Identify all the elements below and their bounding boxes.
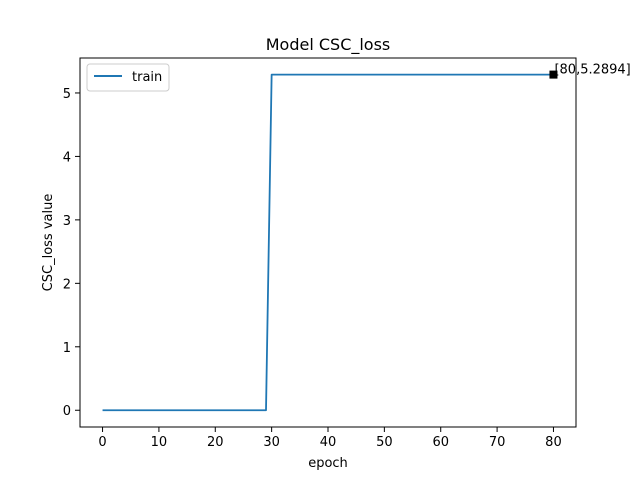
- y-axis-label: CSC_loss value: [41, 194, 56, 292]
- x-tick-label: 20: [207, 435, 224, 450]
- legend-frame: [86, 63, 170, 92]
- series-layer: [102, 73, 554, 412]
- x-axis-ticks: 0 10 20 30 40 50 60 70 80: [98, 427, 562, 450]
- x-tick-label: 70: [489, 435, 506, 450]
- x-tick-label: 60: [432, 435, 449, 450]
- legend: train: [86, 63, 170, 92]
- y-tick-label: 2: [63, 277, 71, 292]
- y-tick-label: 0: [63, 404, 71, 419]
- annotation-label: [80,5.2894]: [554, 63, 630, 78]
- y-tick-label: 3: [63, 214, 71, 229]
- y-tick-label: 5: [63, 87, 71, 102]
- chart-title: Model CSC_loss: [266, 35, 391, 55]
- x-tick-label: 80: [545, 435, 562, 450]
- x-axis-label: epoch: [308, 456, 348, 471]
- annotation-marker: [549, 70, 558, 79]
- x-tick-label: 0: [98, 435, 106, 450]
- legend-label-train: train: [132, 70, 162, 85]
- plot-area: [80, 58, 576, 427]
- series-line-train: [102, 73, 554, 412]
- plot-frame: [79, 57, 577, 428]
- annotation-layer: [80,5.2894]: [549, 63, 631, 79]
- y-tick-label: 4: [63, 150, 71, 165]
- x-tick-label: 50: [376, 435, 393, 450]
- y-tick-label: 1: [63, 341, 71, 356]
- y-axis-ticks: 0 1 2 3 4 5: [63, 87, 80, 419]
- x-tick-label: 10: [151, 435, 168, 450]
- x-tick-label: 40: [320, 435, 337, 450]
- x-tick-label: 30: [263, 435, 280, 450]
